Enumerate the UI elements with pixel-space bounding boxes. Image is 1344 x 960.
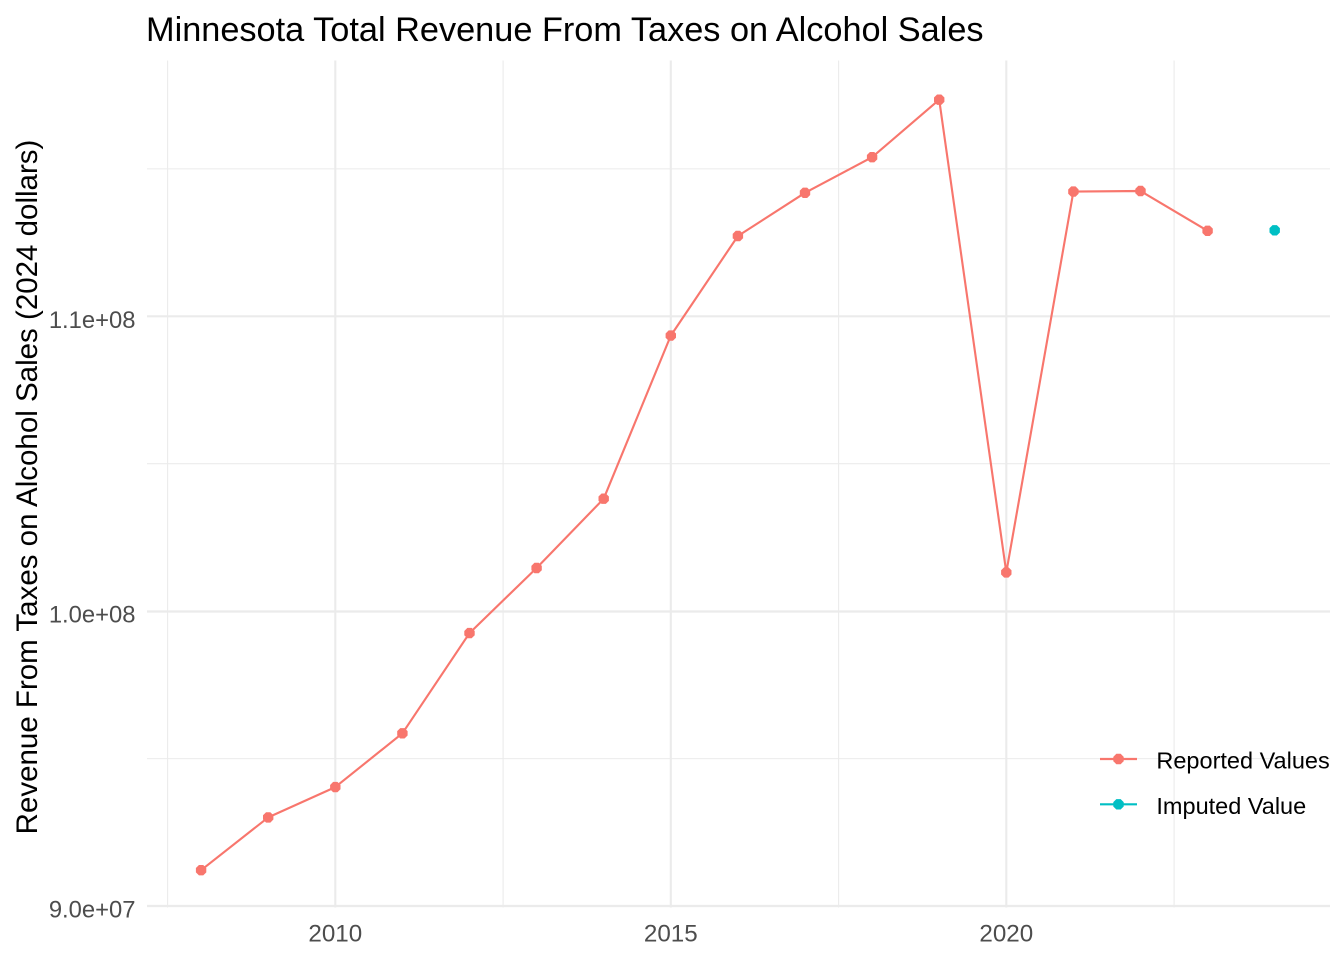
svg-text:2015: 2015 xyxy=(644,920,698,947)
svg-text:Imputed Value: Imputed Value xyxy=(1156,793,1306,819)
svg-text:2010: 2010 xyxy=(308,920,362,947)
svg-text:Minnesota Total Revenue From T: Minnesota Total Revenue From Taxes on Al… xyxy=(146,11,984,49)
svg-text:2020: 2020 xyxy=(979,920,1033,947)
svg-text:Reported Values: Reported Values xyxy=(1156,748,1329,774)
svg-text:1.1e+08: 1.1e+08 xyxy=(49,307,136,334)
svg-text:1.0e+08: 1.0e+08 xyxy=(49,602,136,629)
svg-text:Revenue From Taxes on Alcohol: Revenue From Taxes on Alcohol Sales (202… xyxy=(11,140,44,835)
svg-text:9.0e+07: 9.0e+07 xyxy=(49,896,136,923)
